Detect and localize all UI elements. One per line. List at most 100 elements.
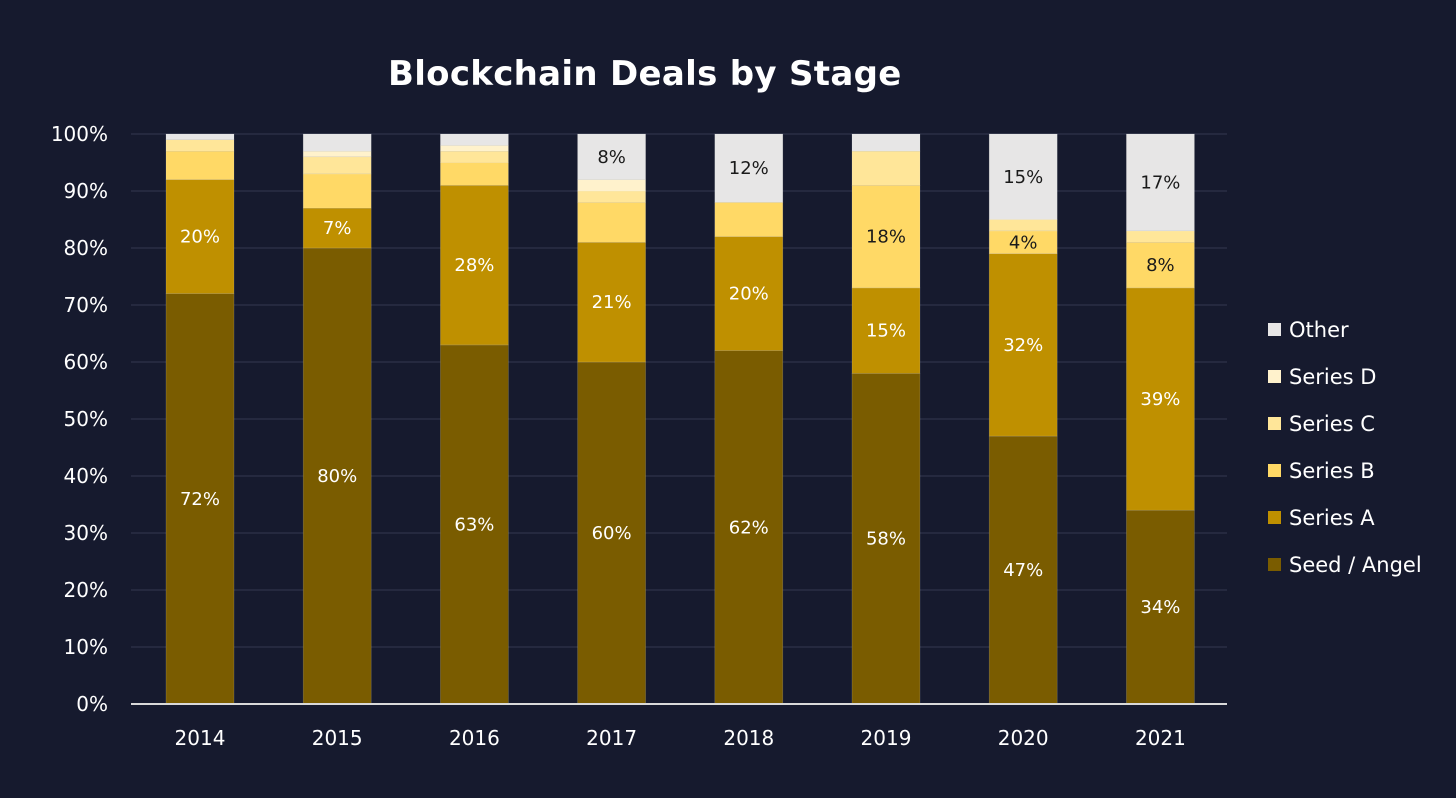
bar-segment <box>988 133 1058 220</box>
x-tick-label: 2021 <box>1135 726 1186 750</box>
gridlines <box>131 133 1227 648</box>
bar-segment <box>577 202 646 243</box>
data-label: 8% <box>597 147 626 168</box>
bar-segment <box>988 435 1058 705</box>
bar-segment <box>851 185 921 289</box>
bar-segment <box>577 242 646 363</box>
legend-label: Series B <box>1289 458 1375 483</box>
data-label: 17% <box>1140 172 1180 193</box>
bar-segment <box>302 156 372 175</box>
x-tick-label: 2019 <box>861 726 912 750</box>
bar-segment <box>440 145 509 152</box>
bar-segment <box>1126 230 1195 243</box>
data-label: 72% <box>180 489 220 510</box>
legend-label: Series A <box>1289 505 1375 530</box>
bar-segment <box>851 373 921 705</box>
legend-item: Series B <box>1268 447 1422 494</box>
bar-segment <box>302 133 372 152</box>
y-tick-label: 90% <box>64 179 108 203</box>
bar-segment <box>851 287 921 374</box>
y-tick-label: 60% <box>64 350 108 374</box>
legend-swatch <box>1268 511 1281 524</box>
bar-segment <box>1126 133 1195 232</box>
data-label: 8% <box>1146 255 1175 276</box>
data-label: 28% <box>454 255 494 276</box>
data-label: 47% <box>1003 560 1043 581</box>
legend-label: Seed / Angel <box>1289 552 1422 577</box>
bar-segment <box>165 139 235 152</box>
bar-segment <box>988 253 1058 437</box>
bars: 72% 20% 80% 7% 63% 28% 60% 21% 8% 62% 20% 12% 58% 15%… <box>165 133 1195 705</box>
y-tick-label: 10% <box>64 635 108 659</box>
bar-segment <box>302 207 372 249</box>
bar-segment <box>165 133 235 140</box>
legend-item: Series D <box>1268 353 1422 400</box>
x-tick-label: 2015 <box>312 726 363 750</box>
bar-segment <box>302 247 372 705</box>
chart-title: Blockchain Deals by Stage <box>388 54 902 94</box>
data-label: 39% <box>1140 389 1180 410</box>
y-tick-label: 80% <box>64 236 108 260</box>
bar-segment <box>988 219 1058 232</box>
bar-segment <box>165 150 235 180</box>
legend-label: Series C <box>1289 411 1375 436</box>
data-label: 60% <box>592 523 632 544</box>
bar-segment <box>440 162 509 186</box>
legend-swatch <box>1268 417 1281 430</box>
x-tick-label: 2016 <box>449 726 500 750</box>
bar-segment <box>714 133 784 203</box>
bar-segment <box>851 133 921 152</box>
data-label: 15% <box>1003 167 1043 188</box>
y-tick-label: 30% <box>64 521 108 545</box>
legend-item: Seed / Angel <box>1268 541 1422 588</box>
legend-swatch <box>1268 370 1281 383</box>
data-label: 7% <box>323 218 352 239</box>
legend: Other Series D Series C Series B Series A See… <box>1268 306 1422 588</box>
legend-swatch <box>1268 558 1281 571</box>
bar-segment <box>577 133 646 180</box>
bar-segment <box>714 350 784 705</box>
bar-segment <box>1126 509 1195 705</box>
x-tick-label: 2017 <box>586 726 637 750</box>
y-tick-label: 0% <box>76 692 108 716</box>
data-label: 18% <box>866 227 906 248</box>
y-tick-label: 70% <box>64 293 108 317</box>
bar-segment <box>440 133 509 146</box>
bar-segment <box>165 293 235 705</box>
bar-segment <box>851 150 921 186</box>
y-tick-label: 40% <box>64 464 108 488</box>
data-label: 12% <box>729 158 769 179</box>
bar-segment <box>440 185 509 346</box>
data-label: 62% <box>729 517 769 538</box>
bar-segment <box>302 150 372 158</box>
y-tick-label: 20% <box>64 578 108 602</box>
legend-label: Series D <box>1289 364 1377 389</box>
bar-segment <box>577 190 646 203</box>
bar-segment <box>714 236 784 351</box>
x-tick-label: 2020 <box>998 726 1049 750</box>
bar-segment <box>440 344 509 705</box>
bar-segment <box>577 361 646 705</box>
data-label: 63% <box>454 514 494 535</box>
bar-segment <box>714 202 784 237</box>
data-label: 15% <box>866 321 906 342</box>
data-label: 32% <box>1003 335 1043 356</box>
data-label: 58% <box>866 529 906 550</box>
y-tick-label: 50% <box>64 407 108 431</box>
legend-swatch <box>1268 323 1281 336</box>
data-label: 21% <box>592 292 632 313</box>
bar-segment <box>302 173 372 209</box>
axes: 0% 10% 20% 30% 40% 50% 60% 70% 80% 90% 100% 2014 201… <box>51 122 1227 750</box>
legend-item: Other <box>1268 306 1422 353</box>
data-label: 80% <box>317 466 357 487</box>
legend-label: Other <box>1289 317 1349 342</box>
data-label: 34% <box>1140 597 1180 618</box>
bar-segment <box>577 179 646 192</box>
legend-item: Series C <box>1268 400 1422 447</box>
data-label: 20% <box>180 227 220 248</box>
data-label: 20% <box>729 284 769 305</box>
y-tick-label: 100% <box>51 122 108 146</box>
bar-segment <box>1126 287 1195 511</box>
legend-item: Series A <box>1268 494 1422 541</box>
